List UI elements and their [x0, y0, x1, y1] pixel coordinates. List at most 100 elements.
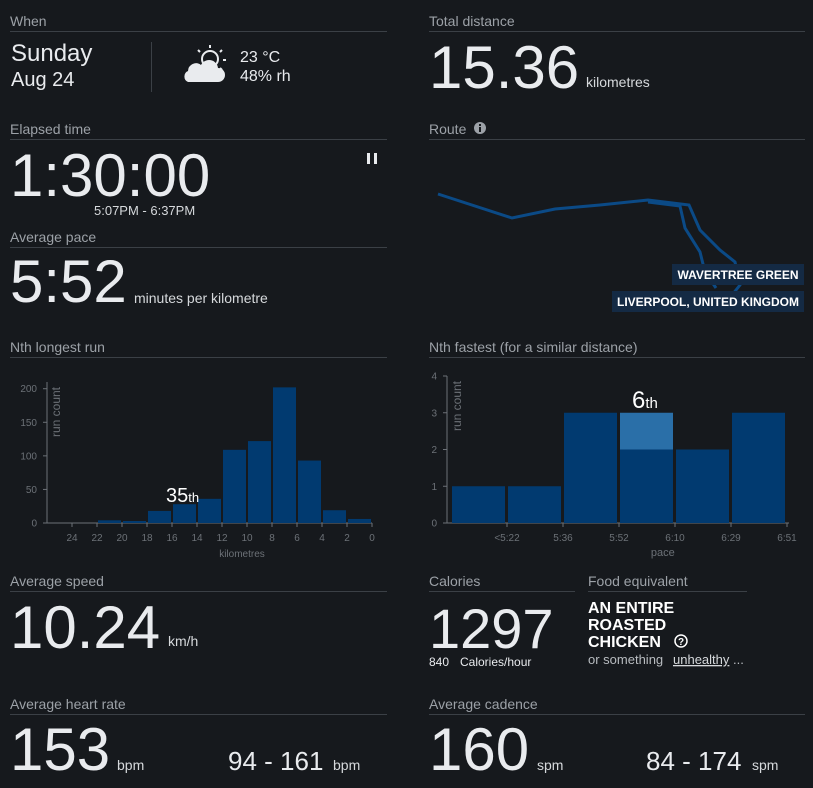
- rank-number: 6: [632, 387, 645, 414]
- help-icon[interactable]: ?: [674, 634, 688, 648]
- rank-suffix: th: [645, 395, 658, 412]
- food-note: or something: [588, 652, 663, 667]
- x-tick-label: 16: [166, 533, 178, 544]
- section-label: Route: [429, 121, 467, 137]
- place-name: LIVERPOOL, UNITED KINGDOM: [617, 295, 799, 309]
- y-axis-label: run count: [49, 386, 63, 437]
- y-tick-label: 3: [431, 408, 437, 419]
- bar: [676, 449, 729, 523]
- rank-number: 35: [166, 485, 188, 507]
- x-tick-label: 8: [269, 533, 275, 544]
- speed-value: 10.24: [10, 594, 160, 661]
- y-axis-label: run count: [450, 380, 464, 431]
- section-label: Total distance: [429, 13, 515, 29]
- rank: 6th: [632, 387, 658, 414]
- bar: [564, 412, 617, 523]
- bar: [248, 441, 271, 523]
- speed-unit: km/h: [168, 633, 198, 649]
- pace-value: 5:52: [10, 248, 127, 315]
- svg-text:?: ?: [678, 637, 684, 648]
- x-tick-label: 18: [141, 533, 153, 544]
- cadence-value: 160: [429, 716, 529, 783]
- calories-value: 1297: [429, 597, 554, 660]
- section-label: Nth fastest (for a similar distance): [429, 339, 638, 355]
- y-tick-label: 2: [431, 445, 437, 456]
- info-icon[interactable]: [474, 122, 486, 134]
- date: Aug 24: [11, 69, 74, 91]
- x-tick-label: 22: [91, 533, 103, 544]
- rank-suffix: th: [188, 490, 199, 505]
- section-label: Average heart rate: [10, 696, 126, 712]
- bar: [173, 504, 196, 523]
- bar: [198, 498, 221, 523]
- x-tick-label: 2: [344, 533, 350, 544]
- pause-icon[interactable]: [367, 153, 377, 164]
- food-line: ROASTED: [588, 617, 666, 634]
- y-tick-label: 4: [431, 372, 437, 383]
- elapsed-range: 5:07PM - 6:37PM: [94, 203, 195, 218]
- x-tick-label: 6:10: [665, 533, 685, 544]
- x-tick-label: 24: [66, 533, 78, 544]
- humidity: 48% rh: [240, 68, 291, 85]
- section-label: Calories: [429, 573, 480, 589]
- calories-rate-unit: Calories/hour: [460, 655, 531, 669]
- x-tick-label: 14: [191, 533, 203, 544]
- x-tick-label: 10: [241, 533, 253, 544]
- bar: [323, 510, 346, 523]
- bar: [732, 412, 785, 523]
- section-label: Elapsed time: [10, 121, 91, 137]
- elapsed-value: 1:30:00: [10, 142, 210, 209]
- bar: [452, 486, 505, 523]
- bar-current: [620, 412, 673, 450]
- place-tag: [612, 291, 804, 312]
- x-tick-label: 6:29: [721, 533, 741, 544]
- cloud-icon: [184, 60, 225, 82]
- x-tick-label: <5:22: [494, 533, 520, 544]
- heart-rate-range: 94 - 161: [228, 746, 323, 776]
- distance-unit: kilometres: [586, 74, 650, 90]
- cadence-range: 84 - 174: [646, 746, 741, 776]
- heart-rate-value: 153: [10, 716, 110, 783]
- y-tick-label: 0: [431, 519, 437, 530]
- y-tick-label: 100: [20, 451, 37, 462]
- x-tick-label: 12: [216, 533, 228, 544]
- x-tick-label: 5:36: [553, 533, 573, 544]
- section-label: When: [10, 13, 47, 29]
- y-tick-label: 50: [26, 485, 38, 496]
- x-tick-label: 6: [294, 533, 300, 544]
- x-tick-label: 6:51: [777, 533, 797, 544]
- place-name: WAVERTREE GREEN: [677, 268, 798, 282]
- bar: [348, 518, 371, 523]
- food-link[interactable]: unhealthy: [673, 652, 730, 667]
- food-ellipsis: ...: [733, 652, 744, 667]
- day: Sunday: [11, 40, 92, 67]
- bar: [148, 510, 171, 523]
- bar: [123, 520, 146, 523]
- bar: [273, 387, 296, 523]
- x-axis-label: kilometres: [219, 549, 265, 560]
- bar: [98, 520, 121, 523]
- heart-rate-range-unit: bpm: [333, 757, 360, 773]
- x-tick-label: 4: [319, 533, 325, 544]
- food-line: CHICKEN: [588, 634, 661, 651]
- y-tick-label: 0: [31, 519, 37, 530]
- x-tick-label: 20: [116, 533, 128, 544]
- section-label: Average pace: [10, 229, 96, 245]
- x-tick-label: 5:52: [609, 533, 629, 544]
- bar: [620, 449, 673, 523]
- rank: 35th: [166, 485, 199, 507]
- cadence-range-unit: spm: [752, 757, 778, 773]
- x-tick-label: 0: [369, 533, 375, 544]
- place-tag: [672, 264, 804, 285]
- bar: [298, 460, 321, 523]
- distance-value: 15.36: [429, 34, 579, 101]
- cadence-unit: spm: [537, 757, 563, 773]
- food-line: AN ENTIRE: [588, 600, 675, 617]
- section-label: Nth longest run: [10, 339, 105, 355]
- section-label: Average cadence: [429, 696, 538, 712]
- heart-rate-unit: bpm: [117, 757, 144, 773]
- section-label: Average speed: [10, 573, 104, 589]
- y-tick-label: 1: [431, 482, 437, 493]
